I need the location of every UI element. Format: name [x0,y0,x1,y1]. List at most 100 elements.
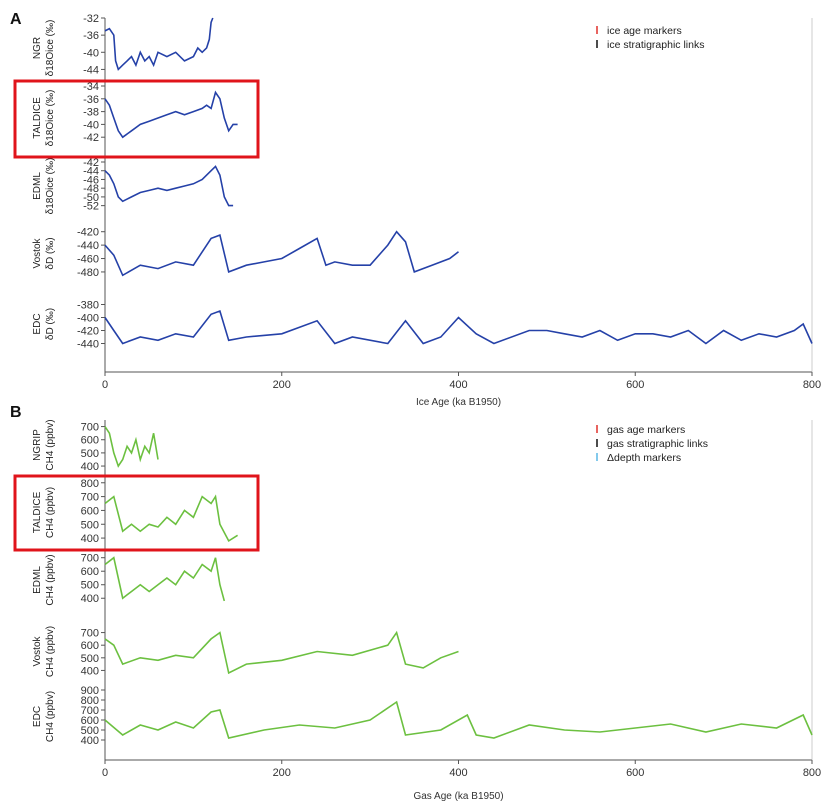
y-tick-label-ngr-1: -36 [83,30,99,42]
y-label-name-edml: EDML [32,566,43,594]
y-tick-label-edc-3: 700 [81,705,99,717]
y-label-name-taldice: TALDICE [32,97,43,139]
series-line-vostok [104,230,459,277]
y-label-name-edc: EDC [32,706,43,727]
x-tick-label-3: 600 [626,767,644,779]
y-tick-label-edml-2: 600 [81,566,99,578]
y-tick-label-vostok-0: 400 [81,665,99,677]
y-tick-label-edml-1: 500 [81,580,99,592]
series-line-taldice [104,90,238,139]
y-tick-label-edml-1: -44 [83,166,99,178]
y-tick-label-edml-3: -48 [83,183,99,195]
y-label-unit-edc: CH4 (ppbv) [45,691,56,742]
panel-b-letter: B [10,404,22,421]
y-tick-label-vostok-3: -480 [77,267,99,279]
x-axis-title: Ice Age (ka B1950) [416,397,501,408]
y-tick-label-edml-3: 700 [81,553,99,565]
series-line-vostok [104,630,459,675]
y-label-name-taldice: TALDICE [32,491,43,533]
y-tick-label-ngrip-1: 500 [81,448,99,460]
y-label-name-vostok: Vostok [32,635,43,666]
y-tick-label-ngrip-0: 400 [81,461,99,473]
series-line-ngrip [104,426,159,468]
series-line-edml [104,165,234,207]
x-tick-label-2: 400 [449,767,467,779]
y-tick-label-ngrip-3: 700 [81,422,99,434]
x-tick-label-3: 600 [626,379,644,391]
y-tick-label-vostok-3: 700 [81,628,99,640]
y-tick-label-taldice-1: -36 [83,94,99,106]
x-tick-label-4: 800 [803,767,821,779]
y-label-unit-vostok: δD (‰) [45,237,56,269]
panel-a-letter: A [10,11,22,28]
y-tick-label-ngr-2: -40 [83,47,99,59]
y-tick-label-edc-5: 900 [81,685,99,697]
highlight-box-taldice-a [13,79,260,159]
series-line-edc [104,700,813,739]
y-tick-label-edml-2: -46 [83,174,99,186]
x-tick-label-1: 200 [273,767,291,779]
series-line-taldice [104,494,239,543]
y-label-name-edml: EDML [32,172,43,200]
y-tick-label-taldice-3: 700 [81,492,99,504]
y-label-unit-taldice: CH4 (ppbv) [45,487,56,538]
y-tick-label-ngr-0: -32 [83,13,99,25]
y-tick-label-vostok-0: -420 [77,227,99,239]
y-tick-label-edc-2: -420 [77,326,99,338]
y-tick-label-ngrip-2: 600 [81,435,99,447]
y-label-unit-taldice: δ18Oice (‰) [45,90,56,147]
y-label-unit-edml: δ18Oice (‰) [45,158,56,215]
y-tick-label-edc-4: 800 [81,695,99,707]
y-tick-label-taldice-3: -40 [83,119,99,131]
panel-a: 0 200 400 600 800 Ice Age (ka B1950) -32 -36 -40… [32,13,821,408]
series-line-ngr [104,17,214,71]
series-line-edc [104,309,813,345]
x-tick-label-0: 0 [102,767,108,779]
y-tick-label-taldice-1: 500 [81,519,99,531]
y-tick-label-vostok-1: -440 [77,240,99,252]
series-line-edml [104,556,226,602]
legend-b: gas age markers gas stratigraphic links … [596,424,708,464]
x-tick-label-1: 200 [273,379,291,391]
y-tick-label-vostok-2: -460 [77,254,99,266]
y-tick-label-vostok-2: 600 [81,640,99,652]
highlight-box-taldice-b [13,474,260,552]
x-tick-label-0: 0 [102,379,108,391]
y-label-unit-ngrip: CH4 (ppbv) [45,419,56,470]
y-tick-label-edc-1: 500 [81,725,99,737]
y-tick-label-taldice-4: -42 [83,132,99,144]
y-label-name-ngrip: NGRIP [32,429,43,461]
y-tick-label-edc-1: -400 [77,313,99,325]
legend-a: ice age markers ice stratigraphic links [596,25,704,51]
y-tick-label-edml-0: -42 [83,157,99,169]
y-label-name-edc: EDC [32,313,43,334]
legend-a-label-ice-age-markers: ice age markers [607,25,682,37]
y-tick-label-edml-5: -52 [83,201,99,213]
x-axis-title: Gas Age (ka B1950) [413,791,503,802]
y-tick-label-edml-4: -50 [83,192,99,204]
y-tick-label-taldice-4: 800 [81,478,99,490]
y-tick-label-vostok-1: 500 [81,653,99,665]
x-tick-label-2: 400 [449,379,467,391]
y-tick-label-edc-2: 600 [81,715,99,727]
legend-a-label-ice-links: ice stratigraphic links [607,39,704,51]
y-tick-label-edc-0: -380 [77,300,99,312]
y-label-unit-edml: CH4 (ppbv) [45,554,56,605]
y-tick-label-edc-3: -440 [77,339,99,351]
y-label-unit-edc: δD (‰) [45,308,56,340]
y-tick-label-taldice-2: -38 [83,107,99,119]
legend-b-label-gas-links: gas stratigraphic links [607,438,708,450]
y-label-unit-vostok: CH4 (ppbv) [45,626,56,677]
y-tick-label-edc-0: 400 [81,735,99,747]
y-label-unit-ngr: δ18Oice (‰) [45,20,56,77]
y-tick-label-taldice-2: 600 [81,505,99,517]
y-tick-label-ngr-3: -44 [83,64,99,76]
y-tick-label-taldice-0: 400 [81,533,99,545]
legend-b-label-ddepth: Δdepth markers [607,452,681,464]
y-label-name-vostok: Vostok [32,237,43,268]
y-label-name-ngr: NGR [32,37,43,59]
legend-b-label-gas-age-markers: gas age markers [607,424,685,436]
y-tick-label-taldice-0: -34 [83,81,99,93]
